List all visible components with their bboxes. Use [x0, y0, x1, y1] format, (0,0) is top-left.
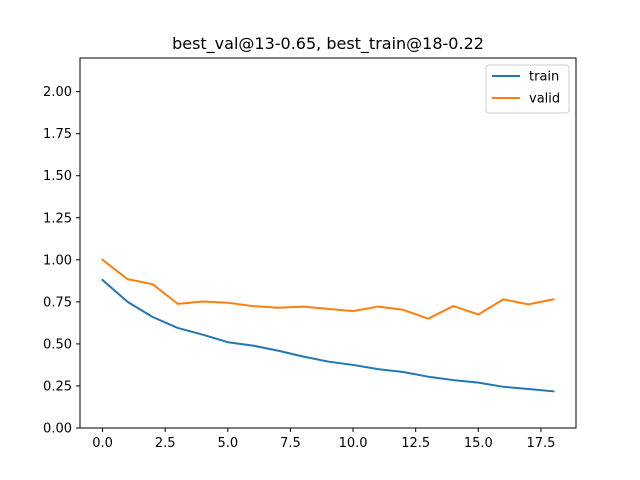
legend-label-valid: valid [529, 92, 560, 107]
y-tick-label: 0.50 [43, 337, 72, 352]
x-tick-label: 12.5 [401, 436, 430, 451]
plot-area: 0.0 2.5 5.0 7.5 10.0 12.5 15.0 17.5 0.00 0.25 0.50… [43, 57, 577, 451]
y-tick-label: 2.00 [43, 85, 72, 100]
y-tick-label: 0.00 [43, 422, 72, 437]
x-tick-label: 0.0 [92, 436, 113, 451]
x-tick-label: 15.0 [464, 436, 493, 451]
x-tick-label: 2.5 [155, 436, 176, 451]
x-tick-label: 7.5 [280, 436, 301, 451]
y-tick-label: 1.50 [43, 169, 72, 184]
legend-label-train: train [529, 70, 559, 85]
x-tick-label: 5.0 [217, 436, 238, 451]
y-tick-label: 1.25 [43, 211, 72, 226]
chart-title: best_val@13-0.65, best_train@18-0.22 [172, 34, 484, 54]
axes-frame [79, 57, 577, 429]
x-tick-label: 10.0 [339, 436, 368, 451]
y-tick-label: 0.25 [43, 379, 72, 394]
series-line-valid [101, 258, 555, 320]
y-tick-label: 1.00 [43, 253, 72, 268]
y-tick-label: 0.75 [43, 295, 72, 310]
series-line-train [101, 278, 555, 393]
y-tick-label: 1.75 [43, 127, 72, 142]
x-tick-label: 17.5 [526, 436, 555, 451]
